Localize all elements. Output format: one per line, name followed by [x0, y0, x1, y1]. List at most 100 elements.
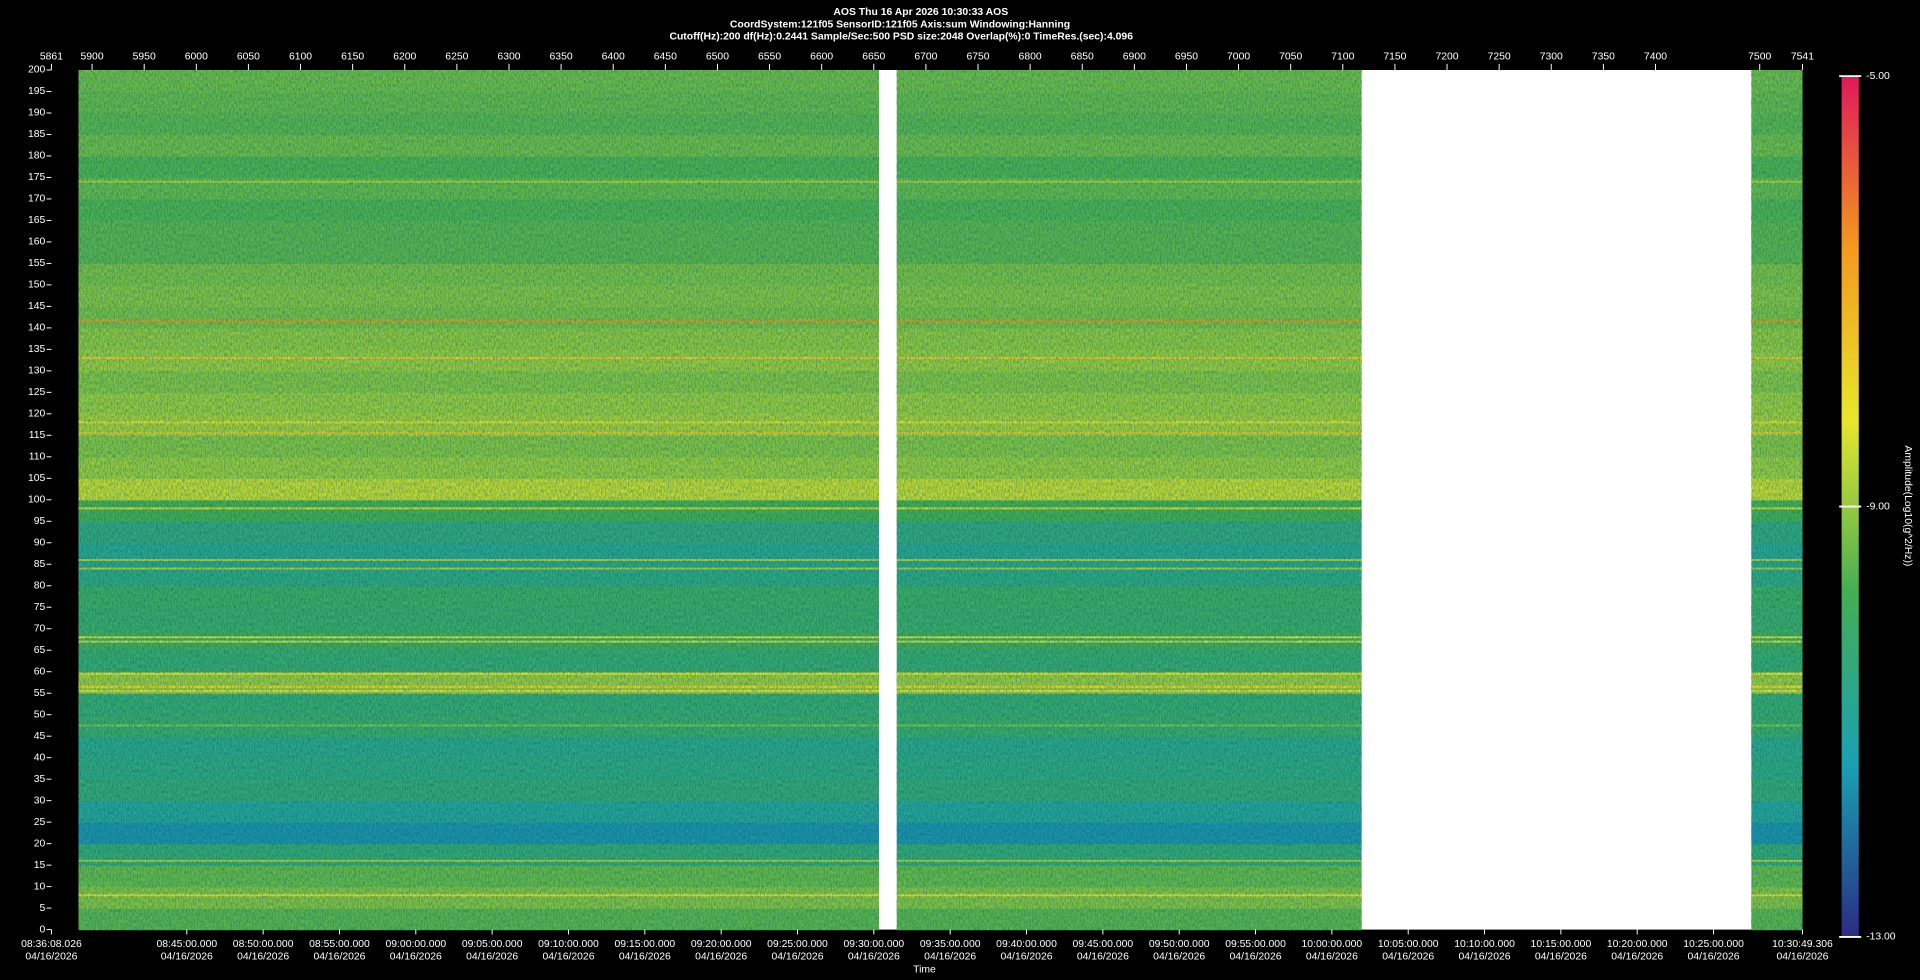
time-tick-label: 08:45:00.000 [156, 939, 217, 950]
noise-texture [896, 70, 1362, 930]
time-tick-date: 04/16/2026 [466, 951, 518, 962]
x-tick-label: 6550 [758, 51, 781, 62]
y-tick-label: 125 [28, 387, 46, 398]
time-tick-date: 04/16/2026 [1459, 951, 1511, 962]
time-tick-date: 04/16/2026 [1153, 951, 1205, 962]
x-tick-label: 6500 [706, 51, 729, 62]
y-tick-label: 55 [34, 688, 46, 699]
y-tick-label: 35 [34, 774, 46, 785]
time-tick-date: 04/16/2026 [390, 951, 442, 962]
x-tick-label: 7250 [1488, 51, 1511, 62]
y-tick-label: 130 [28, 366, 46, 377]
y-tick-label: 90 [34, 538, 46, 549]
time-tick-date: 04/16/2026 [1611, 951, 1663, 962]
x-tick-label: 5861 [40, 51, 63, 62]
y-tick-label: 110 [29, 452, 46, 463]
y-tick-label: 135 [28, 344, 46, 355]
x-tick-label: 7200 [1435, 51, 1458, 62]
y-tick-label: 75 [34, 602, 46, 613]
y-tick-label: 150 [28, 280, 46, 291]
y-tick-label: 5 [40, 903, 46, 914]
x-tick-label: 6400 [602, 51, 625, 62]
y-tick-label: 190 [28, 108, 46, 119]
time-tick-label: 09:30:00.000 [844, 939, 905, 950]
y-tick-label: 30 [34, 795, 46, 806]
time-tick-date: 04/16/2026 [1230, 951, 1282, 962]
x-tick-label: 7150 [1383, 51, 1406, 62]
y-tick-label: 160 [28, 237, 46, 248]
colorbar-title: Amplitude(Log10(g^2/Hz)) [1902, 445, 1913, 566]
time-tick-date: 04/16/2026 [771, 951, 823, 962]
y-tick-label: 0 [40, 924, 46, 935]
x-tick-label: 6100 [289, 51, 312, 62]
x-tick-label: 6750 [966, 51, 989, 62]
colorbar-tick-label: -9.00 [1866, 501, 1890, 512]
time-tick-label: 08:50:00.000 [233, 939, 294, 950]
time-tick-date: 04/16/2026 [542, 951, 594, 962]
x-tick-label: 7100 [1331, 51, 1354, 62]
time-tick-date: 04/16/2026 [1001, 951, 1053, 962]
x-tick-label: 6350 [550, 51, 573, 62]
x-tick-label: 5900 [81, 51, 104, 62]
colorbar-tick-label: -13.00 [1866, 932, 1896, 943]
y-tick-label: 20 [34, 838, 46, 849]
time-tick-date: 04/16/2026 [1688, 951, 1740, 962]
time-tick-date: 04/16/2026 [161, 951, 213, 962]
y-tick-label: 85 [34, 559, 46, 570]
y-tick-label: 115 [29, 430, 46, 441]
y-tick-label: 140 [28, 323, 46, 334]
x-axis-title: Time [913, 965, 936, 976]
y-tick-label: 70 [34, 623, 46, 634]
x-tick-label: 7500 [1748, 51, 1771, 62]
x-tick-label: 6450 [654, 51, 677, 62]
time-tick-date: 04/16/2026 [1535, 951, 1587, 962]
time-tick-label: 09:10:00.000 [538, 939, 599, 950]
y-tick-label: 95 [34, 516, 46, 527]
y-tick-label: 195 [28, 86, 46, 97]
x-tick-label: 6850 [1071, 51, 1094, 62]
y-tick-label: 145 [28, 301, 46, 312]
time-tick-date: 04/16/2026 [924, 951, 976, 962]
x-tick-label: 7350 [1592, 51, 1615, 62]
y-tick-label: 50 [34, 709, 46, 720]
time-tick-date: 04/16/2026 [1077, 951, 1129, 962]
noise-texture [78, 70, 879, 930]
time-tick-date: 04/16/2026 [1382, 951, 1434, 962]
x-tick-label: 6950 [1175, 51, 1198, 62]
y-tick-label: 180 [28, 151, 46, 162]
x-tick-label: 7541 [1791, 51, 1814, 62]
x-tick-label: 6300 [497, 51, 520, 62]
time-tick-label: 08:36:08.026 [21, 939, 82, 950]
x-tick-label: 6200 [393, 51, 416, 62]
time-tick-label: 09:45:00.000 [1073, 939, 1134, 950]
header-line: AOS Thu 16 Apr 2026 10:30:33 AOS [833, 7, 1008, 18]
time-tick-label: 09:20:00.000 [691, 939, 752, 950]
time-tick-label: 08:55:00.000 [309, 939, 370, 950]
y-tick-label: 170 [28, 194, 46, 205]
y-tick-label: 120 [28, 409, 46, 420]
y-tick-label: 200 [28, 65, 46, 76]
time-tick-label: 09:40:00.000 [996, 939, 1057, 950]
time-tick-label: 09:00:00.000 [385, 939, 446, 950]
x-tick-label: 6050 [237, 51, 260, 62]
noise-texture [1751, 70, 1803, 930]
time-tick-date: 04/16/2026 [848, 951, 900, 962]
time-tick-label: 09:55:00.000 [1225, 939, 1286, 950]
colorbar-tick-label: -5.00 [1866, 71, 1890, 82]
y-tick-label: 100 [28, 495, 46, 506]
time-tick-date: 04/16/2026 [237, 951, 289, 962]
x-tick-label: 6650 [862, 51, 885, 62]
time-tick-label: 10:10:00.000 [1454, 939, 1515, 950]
time-tick-date: 04/16/2026 [1776, 951, 1828, 962]
x-tick-label: 5950 [133, 51, 156, 62]
y-tick-label: 10 [34, 881, 46, 892]
header-line: Cutoff(Hz):200 df(Hz):0.2441 Sample/Sec:… [669, 32, 1133, 43]
x-tick-label: 7400 [1644, 51, 1667, 62]
time-tick-date: 04/16/2026 [313, 951, 365, 962]
time-tick-label: 09:25:00.000 [767, 939, 828, 950]
y-tick-label: 45 [34, 731, 46, 742]
time-tick-date: 04/16/2026 [25, 951, 77, 962]
y-tick-label: 105 [28, 473, 46, 484]
